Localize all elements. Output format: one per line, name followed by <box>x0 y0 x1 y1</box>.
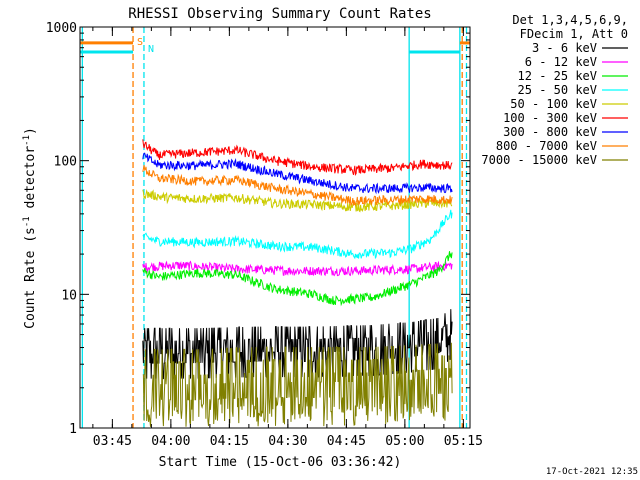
legend-label: 300 - 800 keV <box>503 125 597 139</box>
legend-label: 800 - 7000 keV <box>496 139 597 153</box>
timestamp: 17-Oct-2021 12:35 <box>546 467 638 477</box>
legend-label: 25 - 50 keV <box>518 83 597 97</box>
marker-label-n: N <box>148 44 154 55</box>
y-tick-label: 1 <box>69 422 77 437</box>
x-tick-label: 04:00 <box>151 434 190 449</box>
legend-label: 3 - 6 keV <box>532 41 597 55</box>
y-tick-label: 1000 <box>46 21 77 36</box>
marker-label-s: S <box>137 37 143 48</box>
y-axis-label: Count Rate (s-1 detector-1) <box>22 127 38 329</box>
series-12-25-kev <box>142 251 453 307</box>
x-tick-label: 04:15 <box>210 434 249 449</box>
legend-label: 7000 - 15000 keV <box>481 153 597 167</box>
series-800-7000-kev <box>142 165 453 207</box>
legend-header: FDecim 1, Att 0 <box>520 27 628 41</box>
series-300-800-kev <box>142 152 453 195</box>
legend-label: 50 - 100 keV <box>510 97 597 111</box>
series-6-12-kev <box>142 260 453 277</box>
y-tick-label: 100 <box>54 155 77 170</box>
series-100-300-kev <box>142 139 453 177</box>
series-50-100-kev <box>142 189 453 213</box>
x-tick-label: 05:15 <box>444 434 483 449</box>
x-axis-label: Start Time (15-Oct-06 03:36:42) <box>159 455 402 470</box>
series-25-50-kev <box>142 209 453 260</box>
legend-header: Det 1,3,4,5,6,9, <box>512 13 628 27</box>
x-tick-label: 05:00 <box>385 434 424 449</box>
legend: Det 1,3,4,5,6,9,FDecim 1, Att 03 - 6 keV… <box>481 13 628 167</box>
x-tick-label: 03:45 <box>93 434 132 449</box>
x-tick-label: 04:30 <box>268 434 307 449</box>
legend-label: 6 - 12 keV <box>525 55 597 69</box>
series-7000-15000-kev <box>142 342 453 427</box>
y-tick-label: 10 <box>61 288 77 303</box>
legend-label: 100 - 300 keV <box>503 111 597 125</box>
chart-title: RHESSI Observing Summary Count Rates <box>128 6 431 22</box>
plot-frame <box>79 26 471 429</box>
legend-label: 12 - 25 keV <box>518 69 597 83</box>
x-tick-label: 04:45 <box>327 434 366 449</box>
